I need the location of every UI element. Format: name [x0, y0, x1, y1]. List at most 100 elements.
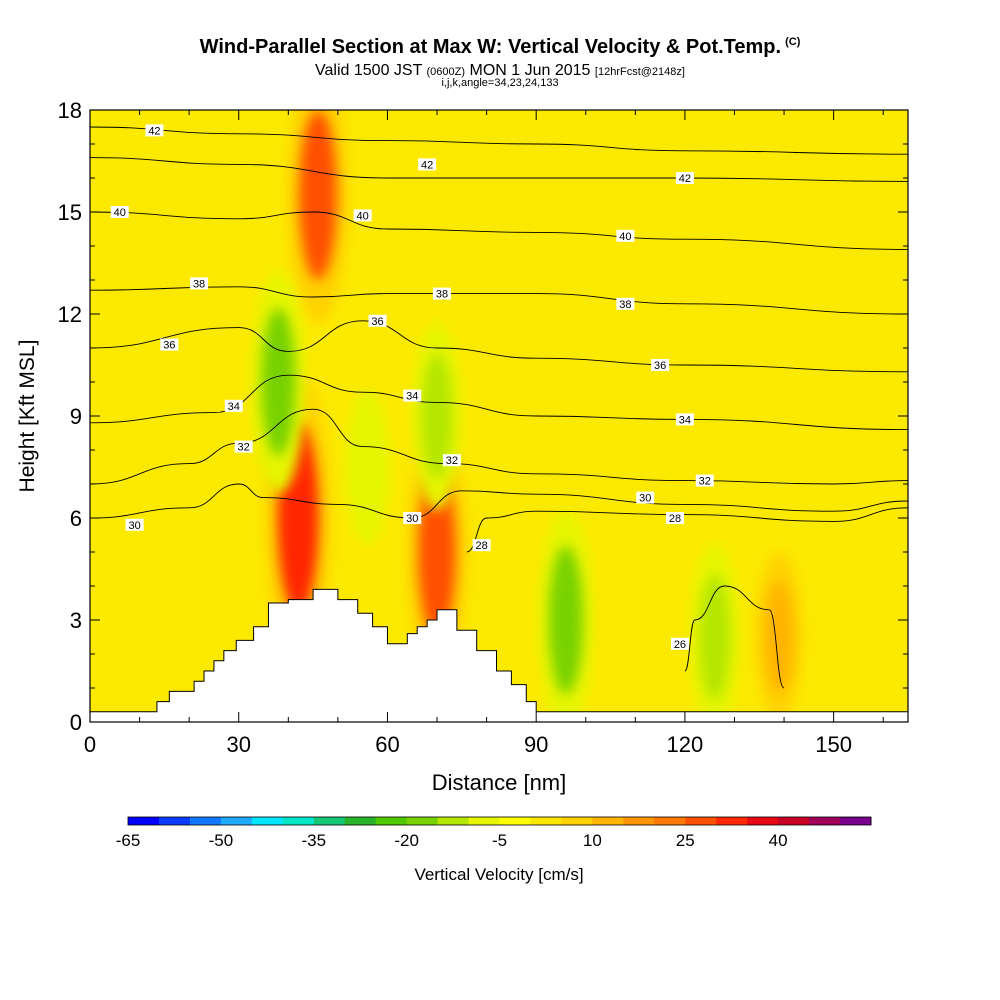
colorbar-swatch [375, 817, 408, 825]
colorbar-swatch [406, 817, 439, 825]
contour-label: 38 [193, 278, 205, 290]
contour-label-bg [442, 454, 461, 467]
contour-label-bg [636, 491, 655, 504]
subtitle-valid: Valid 1500 JST [315, 62, 423, 79]
x-tick-label: 30 [226, 732, 250, 757]
contour-label: 30 [128, 520, 140, 532]
contour-label: 32 [446, 455, 458, 467]
contour-label-bg [472, 539, 491, 552]
chart-subtitle: Valid 1500 JST (0600Z) MON 1 Jun 2015 [1… [0, 62, 1000, 80]
colorbar-frame [127, 816, 872, 826]
y-tick-label: 18 [58, 98, 82, 123]
contour-label: 38 [619, 299, 631, 311]
contour-label-bg [651, 359, 670, 371]
colorbar-swatch [654, 817, 686, 825]
colorbar-swatch [685, 817, 717, 825]
velocity-cell [421, 353, 453, 479]
contour-label: 28 [476, 540, 488, 552]
y-tick-label: 15 [58, 200, 82, 225]
chart-indices: i,j,k,angle=34,23,24,133 [441, 77, 559, 89]
terrain-mask [89, 588, 909, 723]
colorbar-swatch [468, 817, 500, 825]
x-axis: 0 30 60 90 120 150 [84, 110, 884, 757]
chart-title: Wind-Parallel Section at Max W: Vertical… [0, 36, 1000, 59]
colorbar-swatch [220, 817, 253, 825]
contour-label-bg [675, 413, 694, 426]
contour-label-bg [418, 158, 437, 171]
colorbar-swatch [623, 817, 655, 825]
subtitle-date: MON 1 Jun 2015 [469, 62, 591, 79]
contour-label: 32 [699, 476, 711, 488]
contour-label: 36 [163, 340, 175, 352]
y-tick-label: 9 [70, 404, 82, 429]
contour-label-bg [160, 338, 179, 351]
contour-label-bg [145, 124, 164, 137]
theta-contour-line [90, 483, 908, 519]
contour-labels: 42 42 42 40 40 40 38 38 38 36 36 36 34 34 34 32 32 32 30 30… [110, 124, 714, 651]
x-axis-label: Distance [nm] [432, 770, 567, 795]
subtitle-forecast: [12hrFcst@2148z] [594, 66, 685, 78]
colorbar-swatch [809, 817, 841, 825]
contour-label: 40 [114, 207, 126, 219]
contour-label: 28 [669, 513, 681, 525]
colorbar-swatch [716, 817, 748, 825]
colorbar-tick-label: -65 [116, 831, 141, 850]
contour-label-bg [432, 287, 451, 300]
contour-label: 42 [679, 173, 691, 185]
contour-label-bg [368, 314, 387, 327]
y-axis-label: Height [Kft MSL] [16, 340, 39, 493]
colorbar-tick-label: -35 [301, 831, 326, 850]
theta-contour-line [466, 507, 908, 553]
contour-label: 36 [654, 360, 666, 372]
contour-label: 38 [436, 289, 448, 301]
contour-label: 42 [421, 159, 433, 171]
contour-label-bg [675, 172, 694, 184]
colorbar-tick-label: 10 [583, 831, 602, 850]
contour-label-bg [670, 637, 689, 650]
velocity-cell [354, 415, 382, 519]
colorbar-swatch [313, 817, 346, 825]
y-tick-label: 12 [58, 302, 82, 327]
subtitle-utc: (0600Z) [426, 66, 466, 78]
colorbar-tick-label: -50 [209, 831, 234, 850]
velocity-cell [764, 580, 794, 694]
contour-label: 36 [371, 316, 383, 328]
contour-label: 34 [679, 414, 691, 426]
contour-label: 40 [357, 210, 369, 222]
x-tick-label: 0 [84, 732, 96, 757]
y-tick-label: 6 [70, 506, 82, 531]
contour-label-bg [125, 518, 144, 531]
colorbar-swatch [189, 817, 222, 825]
x-tick-label: 120 [667, 732, 704, 757]
velocity-cell [699, 574, 730, 700]
contour-label-bg [234, 440, 253, 453]
chart-title-text: Wind-Parallel Section at Max W: Vertical… [199, 36, 782, 58]
colorbar-tick-label: -5 [492, 831, 507, 850]
theta-contour-line [90, 408, 908, 485]
colorbar-swatch [592, 817, 624, 825]
contour-label-bg [665, 512, 684, 524]
theta-contour-line [90, 374, 908, 431]
x-tick-label: 60 [375, 732, 399, 757]
contour-label: 42 [148, 125, 160, 137]
contour-label: 32 [238, 442, 250, 454]
y-tick-label: 3 [70, 608, 82, 633]
x-tick-label: 90 [524, 732, 548, 757]
theta-contour-line [684, 585, 785, 689]
colorbar-swatch [251, 817, 284, 825]
contour-label: 34 [406, 391, 418, 403]
contour-label: 30 [639, 493, 651, 505]
colorbar-swatch [747, 817, 779, 825]
contour-label: 26 [674, 639, 686, 651]
colorbar-swatch [158, 817, 191, 825]
x-tick-label: 150 [815, 732, 852, 757]
colorbar-label: Vertical Velocity [cm/s] [414, 865, 583, 884]
contour-label-bg [224, 399, 243, 412]
colorbar-swatch [437, 817, 470, 825]
colorbar-tick-label: 40 [769, 831, 788, 850]
theta-contours [90, 126, 908, 689]
colorbar-tick-label: -20 [394, 831, 419, 850]
colorbar-swatch [778, 817, 810, 825]
velocity-cell [418, 467, 456, 637]
